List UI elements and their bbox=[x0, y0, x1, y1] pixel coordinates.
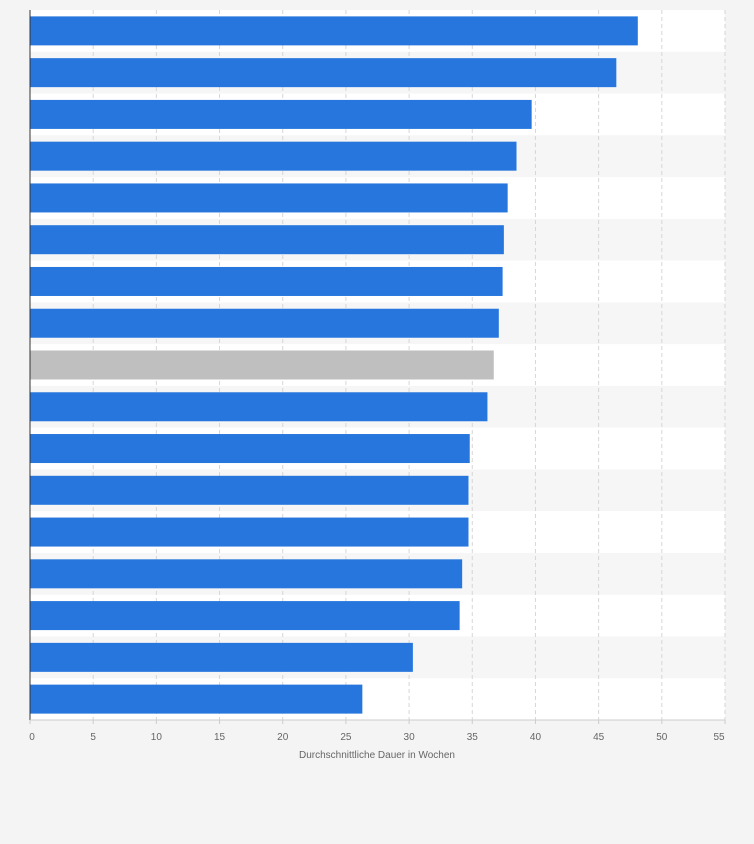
x-tick-label: 10 bbox=[151, 732, 163, 743]
bar bbox=[30, 559, 463, 589]
bar bbox=[30, 183, 508, 213]
bar bbox=[30, 266, 503, 296]
x-tick-label: 0 bbox=[29, 732, 35, 743]
bar bbox=[30, 642, 413, 672]
bar bbox=[30, 225, 504, 255]
bar bbox=[30, 58, 617, 88]
bars bbox=[30, 16, 638, 714]
bar bbox=[30, 475, 469, 505]
bar bbox=[30, 684, 363, 714]
x-tick-labels: 0 5 10 15 20 25 30 35 40 45 50 55 bbox=[29, 720, 726, 743]
x-tick-label: 35 bbox=[467, 732, 479, 743]
x-tick-label: 55 bbox=[713, 732, 725, 743]
x-tick-label: 30 bbox=[404, 732, 416, 743]
x-tick-label: 45 bbox=[593, 732, 605, 743]
bar bbox=[30, 308, 499, 338]
x-tick-label: 15 bbox=[214, 732, 226, 743]
bar bbox=[30, 434, 470, 464]
axes bbox=[29, 10, 725, 721]
x-tick-label: 25 bbox=[340, 732, 352, 743]
bar bbox=[30, 350, 494, 380]
x-tick-label: 20 bbox=[277, 732, 289, 743]
x-axis-label: Durchschnittliche Dauer in Wochen bbox=[299, 750, 455, 761]
bar bbox=[30, 141, 517, 171]
x-tick-label: 40 bbox=[530, 732, 542, 743]
x-tick-label: 50 bbox=[656, 732, 668, 743]
bar bbox=[30, 392, 488, 422]
x-tick-label: 5 bbox=[90, 732, 96, 743]
bar bbox=[30, 16, 638, 46]
bar bbox=[30, 601, 460, 631]
bar bbox=[30, 517, 469, 547]
bar bbox=[30, 99, 532, 129]
